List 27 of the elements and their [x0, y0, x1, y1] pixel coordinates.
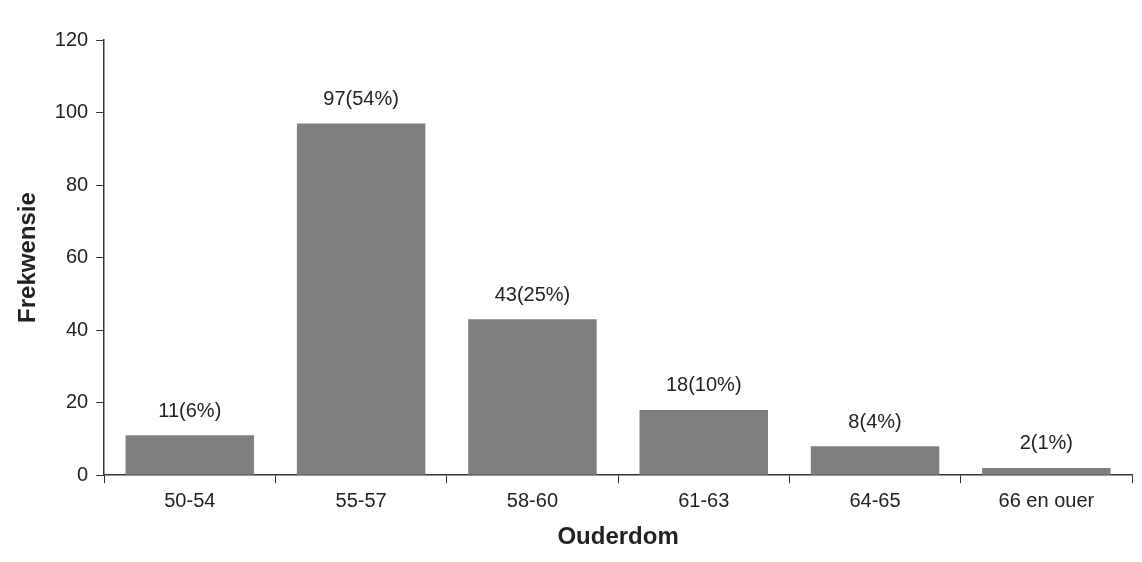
bar — [982, 467, 1111, 475]
x-tick-label: 66 en ouer — [998, 488, 1095, 511]
x-tick-label: 64-65 — [849, 488, 901, 511]
y-tick-label: 60 — [65, 245, 89, 268]
x-tick-label: 61-63 — [678, 488, 730, 511]
y-axis-title: Frekwensie — [13, 192, 41, 323]
data-label: 18(10%) — [665, 373, 742, 396]
data-label: 2(1%) — [1019, 431, 1074, 454]
y-tick-label: 40 — [65, 317, 89, 340]
bar — [810, 446, 940, 475]
data-label: 43(25%) — [494, 282, 571, 305]
bar — [639, 409, 768, 475]
y-tick-label: 20 — [65, 390, 89, 413]
y-tick-label: 120 — [54, 27, 89, 50]
x-tick-label: 50-54 — [164, 488, 216, 511]
bar — [296, 123, 426, 475]
y-tick-label: 0 — [77, 462, 89, 485]
bar — [468, 319, 597, 475]
bar — [125, 435, 255, 475]
data-label: 8(4%) — [848, 409, 902, 432]
x-tick-label: 55-57 — [335, 488, 387, 511]
x-axis-title: Ouderdom — [557, 522, 679, 550]
x-tick-label: 58-60 — [506, 488, 559, 511]
data-label: 11(6%) — [158, 398, 222, 421]
y-tick-label: 100 — [54, 100, 89, 123]
data-label: 97(54%) — [323, 86, 399, 109]
y-tick-label: 80 — [65, 172, 89, 195]
